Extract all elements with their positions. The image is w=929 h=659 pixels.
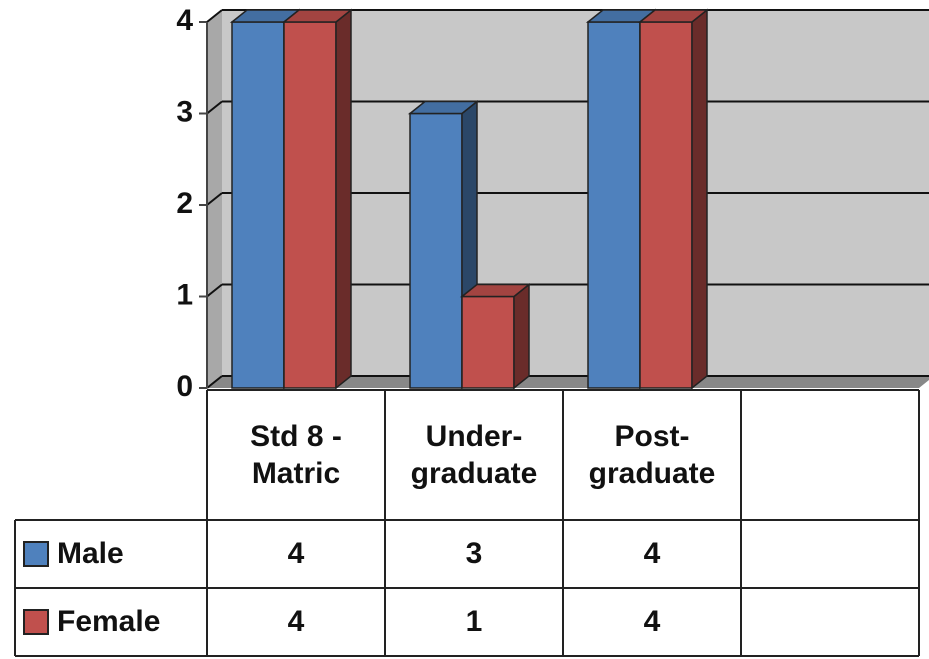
- table-value: 3: [465, 537, 483, 571]
- bar-top: [407, 100, 480, 115]
- table-value: 4: [287, 605, 305, 639]
- bar-top: [281, 9, 354, 23]
- bar-front: [231, 21, 285, 389]
- category-label: Std 8 - Matric: [250, 419, 342, 491]
- floor: [207, 376, 929, 388]
- bar-top: [637, 9, 710, 23]
- y-tick-label: 1: [176, 278, 193, 311]
- table-value: 4: [643, 537, 661, 571]
- legend-label: Female: [57, 605, 161, 639]
- bar-front: [283, 21, 337, 389]
- grid-line: [206, 192, 223, 206]
- legend-entry: Female: [15, 588, 207, 656]
- category-label: Under-graduate: [410, 419, 538, 491]
- legend-entry: Male: [15, 520, 207, 588]
- bar-front: [461, 295, 515, 389]
- bar-top: [459, 283, 532, 298]
- bar-front: [639, 21, 693, 389]
- grid-line: [206, 283, 223, 298]
- category-label: Post-graduate: [588, 419, 716, 491]
- table-value: [741, 588, 919, 656]
- table-value: 1: [465, 605, 483, 639]
- table-value: 4: [287, 537, 305, 571]
- table-value: 4: [643, 605, 661, 639]
- bar-front: [587, 21, 641, 389]
- y-tick-label: 3: [176, 95, 193, 128]
- y-tick-label: 2: [176, 187, 193, 220]
- y-tick-label: 0: [176, 370, 193, 403]
- grid-line: [206, 9, 223, 23]
- bar-side: [691, 8, 708, 390]
- legend-swatch: [23, 541, 49, 567]
- bar-side: [513, 282, 530, 390]
- bar-front: [409, 112, 463, 389]
- y-tick-label: 4: [176, 4, 193, 37]
- legend-label: Male: [57, 537, 124, 571]
- bar-side: [335, 8, 352, 390]
- grid-line: [206, 100, 223, 115]
- grid-line: [206, 375, 223, 389]
- table-value: [741, 520, 919, 588]
- category-label: [741, 390, 919, 520]
- legend-swatch: [23, 609, 49, 635]
